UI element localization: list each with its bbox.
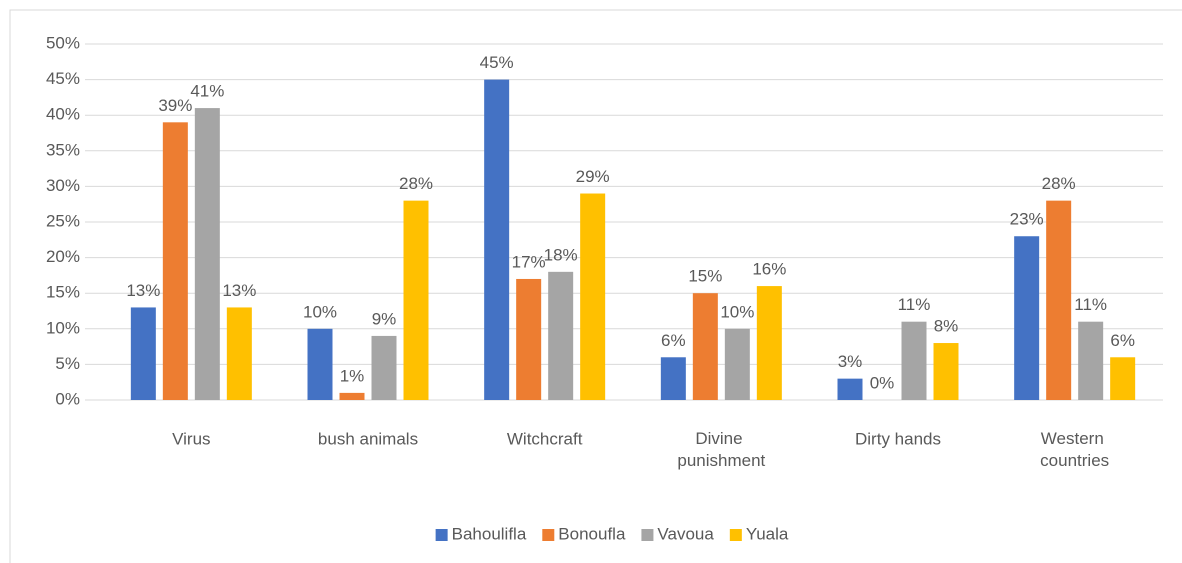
bar xyxy=(837,378,863,400)
data-label: 3% xyxy=(838,352,863,371)
data-label: 23% xyxy=(1010,210,1044,229)
bar xyxy=(724,328,750,400)
y-tick-label: 50% xyxy=(46,33,80,52)
data-label: 6% xyxy=(661,331,686,350)
bar xyxy=(307,328,333,400)
legend-swatch xyxy=(435,529,448,541)
bar xyxy=(660,357,686,400)
legend-label: Bahoulifla xyxy=(452,524,527,543)
y-tick-label: 15% xyxy=(46,283,80,302)
data-label: 39% xyxy=(158,96,192,115)
data-label: 17% xyxy=(512,252,546,271)
bar xyxy=(516,278,542,400)
bar xyxy=(1110,357,1136,400)
data-label: 10% xyxy=(720,302,754,321)
y-tick-label: 0% xyxy=(55,389,80,408)
y-tick-label: 25% xyxy=(46,211,80,230)
data-label: 11% xyxy=(1074,295,1107,314)
data-label: 13% xyxy=(126,281,160,300)
data-label: 18% xyxy=(544,245,578,264)
bar xyxy=(1014,236,1040,400)
x-tick-label: Dirty hands xyxy=(855,429,941,448)
data-label: 15% xyxy=(688,267,722,286)
legend-swatch xyxy=(641,529,654,541)
y-tick-label: 10% xyxy=(46,318,80,337)
bar xyxy=(1078,321,1104,400)
bar xyxy=(226,307,252,400)
legend-swatch xyxy=(729,529,742,541)
x-tick-label: Virus xyxy=(172,429,210,448)
legend-label: Yuala xyxy=(746,524,789,543)
bar xyxy=(371,335,397,400)
y-tick-label: 45% xyxy=(46,69,80,88)
bar xyxy=(580,193,606,400)
data-label: 8% xyxy=(934,317,959,336)
data-label: 0% xyxy=(870,373,895,392)
data-label: 11% xyxy=(898,295,931,314)
x-tick-label: Western countries xyxy=(1040,429,1109,470)
y-tick-label: 35% xyxy=(46,140,80,159)
data-label: 10% xyxy=(303,302,337,321)
y-tick-label: 5% xyxy=(55,354,80,373)
bar xyxy=(194,108,220,400)
chart-frame xyxy=(9,9,1182,563)
data-label: 41% xyxy=(190,82,224,101)
data-label: 13% xyxy=(222,281,256,300)
bar xyxy=(933,343,959,400)
data-label: 6% xyxy=(1110,331,1135,350)
data-label: 28% xyxy=(1042,174,1076,193)
x-tick-label: Witchcraft xyxy=(507,429,583,448)
data-label: 9% xyxy=(372,309,397,328)
legend-label: Bonoufla xyxy=(558,524,626,543)
bar xyxy=(548,271,574,400)
legend-label: Vavoua xyxy=(657,524,714,543)
x-tick-label: Divine punishment xyxy=(677,429,765,470)
y-tick-label: 20% xyxy=(46,247,80,266)
data-label: 1% xyxy=(340,366,365,385)
y-tick-label: 40% xyxy=(46,105,80,124)
bar xyxy=(756,286,782,400)
legend-swatch xyxy=(542,529,555,541)
bar xyxy=(130,307,156,400)
x-tick-label: bush animals xyxy=(318,429,418,448)
bar xyxy=(162,122,188,400)
data-label: 28% xyxy=(399,174,433,193)
data-label: 16% xyxy=(752,260,786,279)
bar xyxy=(484,79,510,400)
bar xyxy=(692,293,718,400)
bar xyxy=(1046,200,1072,400)
data-label: 29% xyxy=(576,167,610,186)
data-label: 45% xyxy=(480,53,514,72)
bar xyxy=(901,321,927,400)
bar xyxy=(339,392,365,400)
y-tick-label: 30% xyxy=(46,176,80,195)
bar xyxy=(403,200,429,400)
